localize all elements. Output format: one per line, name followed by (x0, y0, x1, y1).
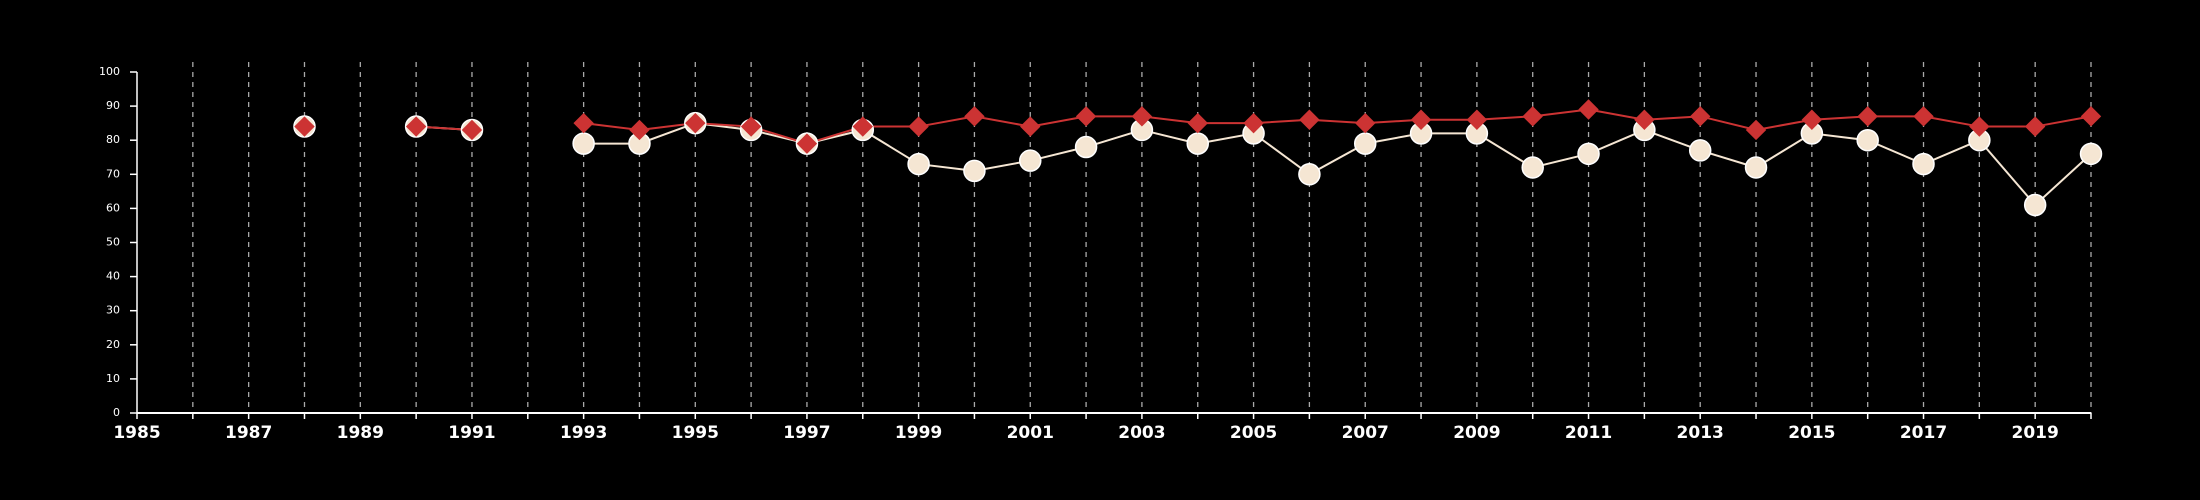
x-tick-label-2005: 2005 (1230, 423, 1277, 443)
y-tick-label-20: 20 (106, 338, 120, 351)
series-1-point-2007 (1355, 112, 1376, 134)
series-1-point-2008 (1410, 109, 1432, 130)
x-tick-label-2001: 2001 (1007, 423, 1054, 443)
series-0-point-2020 (2079, 142, 2103, 166)
series-1-point-2011 (1578, 99, 1599, 120)
x-tick-label-2009: 2009 (1453, 423, 1500, 443)
series-1-point-2014 (1745, 119, 1767, 141)
series-1-point-2002 (1075, 106, 1097, 127)
series-0-point-1999 (907, 152, 930, 176)
y-tick-label-10: 10 (106, 372, 120, 385)
x-tick-label-1995: 1995 (672, 423, 719, 443)
x-tick-label-2019: 2019 (2012, 423, 2059, 443)
x-tick-label-2013: 2013 (1677, 423, 1724, 443)
series-0-point-2011 (1577, 142, 1600, 166)
series-1-point-1998 (852, 116, 873, 137)
series-1-point-2000 (964, 106, 985, 127)
x-tick-label-1989: 1989 (337, 423, 384, 443)
y-tick-label-60: 60 (106, 201, 120, 214)
grid-lines (192, 62, 2092, 413)
x-tick-label-1991: 1991 (448, 423, 495, 443)
series-1-point-2015 (1801, 109, 1823, 130)
series-0-point-2014 (1744, 156, 1768, 179)
series-1-point-1997 (796, 133, 818, 154)
series-0-point-1993 (572, 132, 595, 155)
series-0-point-2016 (1856, 128, 1879, 152)
x-tick-label-2003: 2003 (1118, 423, 1165, 443)
x-tick-label-2017: 2017 (1900, 423, 1947, 443)
series-1-point-2009 (1466, 109, 1488, 130)
series-0-point-2004 (1186, 132, 1209, 155)
series-1-point-1999 (908, 116, 929, 137)
y-tick-label-0: 0 (113, 406, 120, 419)
series-0-point-2019 (2023, 193, 2047, 217)
y-tick-label-80: 80 (106, 133, 120, 146)
series-1-point-2003 (1131, 106, 1153, 127)
series-0-point-2002 (1074, 135, 1098, 159)
series-0-point-2010 (1521, 156, 1544, 179)
series-1-point-2001 (1020, 116, 1041, 137)
x-tick-label-1985: 1985 (113, 423, 160, 443)
series-1-point-1991 (461, 119, 483, 141)
x-tick-label-2015: 2015 (1788, 423, 1835, 443)
series-0-point-2007 (1353, 132, 1377, 155)
series-1-point-2010 (1522, 106, 1543, 127)
series-0-point-2000 (963, 159, 986, 183)
series-1-point-1995 (685, 112, 706, 134)
series-1-point-1988 (294, 116, 315, 137)
x-tick-label-1987: 1987 (225, 423, 272, 443)
y-tick-label-30: 30 (106, 304, 120, 317)
series-1-point-2017 (1913, 106, 1934, 127)
series-1-point-2005 (1243, 112, 1264, 134)
y-tick-label-100: 100 (99, 65, 120, 78)
series-0-point-2001 (1019, 149, 1042, 172)
series-1-point-2018 (1969, 116, 1990, 137)
x-tick-label-1999: 1999 (895, 423, 942, 443)
x-tick-label-1997: 1997 (783, 423, 830, 443)
series-1-point-2020 (2080, 106, 2102, 127)
y-tick-label-50: 50 (106, 236, 120, 249)
axes: 0 10 20 30 40 50 60 70 80 90 100 1985 1987 1989 1991 19… (99, 65, 2092, 443)
y-tick-label-70: 70 (106, 167, 120, 180)
series-1-point-2016 (1857, 106, 1878, 127)
series-0-line-segment-2 (583, 122, 2092, 207)
series-1-line-segment-2 (583, 108, 2092, 145)
series-1-point-1996 (740, 116, 762, 137)
series-1-point-1990 (405, 116, 427, 137)
series-0-point-2013 (1688, 139, 1712, 162)
y-tick-label-90: 90 (106, 99, 120, 112)
series-0-point-2006 (1298, 163, 1321, 186)
series-1-point-1993 (573, 112, 594, 134)
series-1-point-2004 (1187, 112, 1208, 134)
series-1-point-2006 (1299, 109, 1320, 130)
series-1-point-2013 (1689, 106, 1711, 127)
series-1-point-2019 (2024, 116, 2046, 137)
x-tick-label-2007: 2007 (1342, 423, 1389, 443)
y-tick-label-40: 40 (106, 270, 120, 283)
x-tick-label-1993: 1993 (560, 423, 607, 443)
series-1-point-2012 (1634, 109, 1655, 130)
x-tick-label-2011: 2011 (1565, 423, 1612, 443)
series-0-point-2017 (1912, 152, 1935, 176)
series-1-point-1994 (629, 119, 650, 141)
series-markers (293, 99, 2103, 217)
